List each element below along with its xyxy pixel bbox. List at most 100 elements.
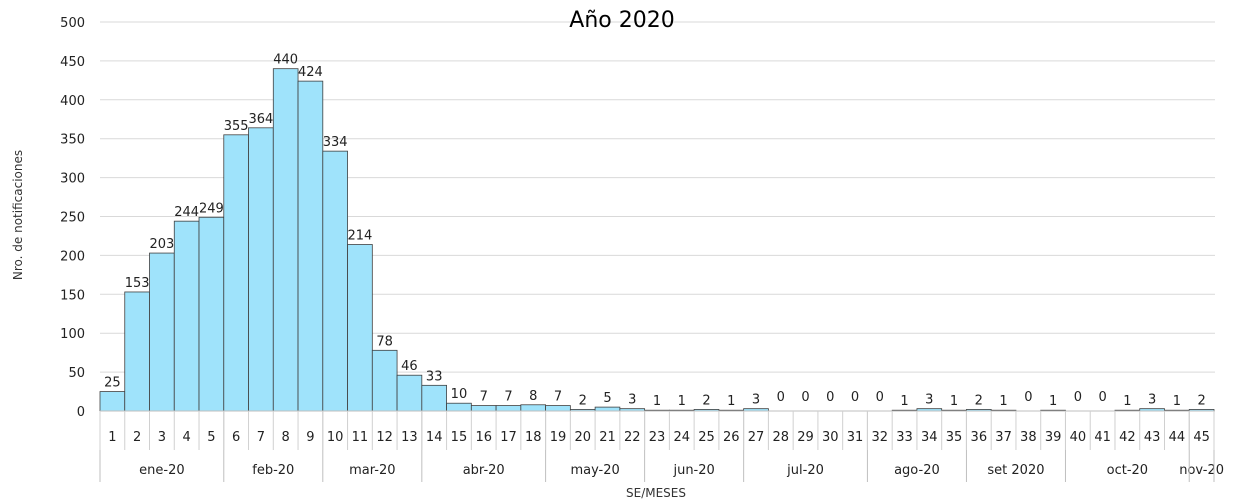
y-axis-label: Nro. de notificaciones	[11, 150, 25, 280]
data-label: 440	[273, 53, 298, 68]
x-tick-label: 35	[946, 430, 963, 445]
data-label: 249	[199, 201, 224, 216]
x-tick-label: 2	[133, 430, 141, 445]
bar	[421, 384, 447, 412]
x-tick-label: 16	[475, 430, 492, 445]
data-label: 10	[451, 387, 468, 402]
bar	[272, 68, 299, 412]
y-tick-label: 450	[60, 55, 85, 70]
bar	[396, 374, 423, 412]
x-tick-label: 11	[352, 430, 369, 445]
data-label: 1	[900, 394, 908, 409]
x-tick-label: 43	[1144, 430, 1161, 445]
x-tick-label: 36	[971, 430, 988, 445]
x-tick-label: 17	[500, 430, 517, 445]
x-tick-label: 38	[1020, 430, 1037, 445]
y-tick-label: 300	[60, 172, 85, 187]
data-label: 1	[999, 394, 1007, 409]
month-label: mar-20	[349, 463, 395, 478]
x-tick-label: 15	[451, 430, 468, 445]
y-tick-label: 350	[60, 133, 85, 148]
x-tick-label: 34	[921, 430, 938, 445]
bar	[297, 80, 324, 412]
bar	[248, 127, 274, 412]
x-tick-label: 24	[673, 430, 690, 445]
data-label: 1	[678, 394, 686, 409]
data-label: 0	[826, 390, 834, 405]
x-axis: 1 2 3 4 5 6 7 8 9 10 11 12 13 14 15 16 17 18 19 20 21 22 23 24 2…	[99, 410, 1224, 482]
data-label: 1	[727, 394, 735, 409]
x-tick-label: 42	[1119, 430, 1136, 445]
data-label: 7	[554, 390, 562, 405]
data-label: 153	[125, 276, 150, 291]
x-axis-label: SE/MESES	[626, 486, 686, 500]
data-label: 355	[224, 119, 249, 134]
data-label: 364	[248, 112, 273, 127]
data-label: 2	[579, 393, 587, 408]
x-tick-label: 25	[698, 430, 715, 445]
data-label: 0	[1098, 390, 1106, 405]
data-label: 78	[376, 334, 393, 349]
x-tick-label: 7	[257, 430, 265, 445]
data-label: 424	[298, 65, 323, 80]
x-tick-label: 30	[822, 430, 839, 445]
bar	[495, 405, 522, 412]
x-tick-label: 12	[376, 430, 393, 445]
y-tick-label: 400	[60, 94, 85, 109]
month-label: set 2020	[987, 463, 1044, 478]
x-tick-label: 6	[232, 430, 240, 445]
data-label: 2	[1197, 393, 1205, 408]
data-label: 33	[426, 369, 443, 384]
month-label: jun-20	[672, 463, 714, 478]
x-tick-label: 9	[306, 430, 314, 445]
month-label: feb-20	[252, 463, 294, 478]
data-label: 1	[1123, 394, 1131, 409]
y-tick-label: 150	[60, 288, 85, 303]
bar	[545, 405, 571, 412]
x-tick-label: 14	[426, 430, 443, 445]
data-label: 0	[1074, 390, 1082, 405]
month-label: nov-20	[1179, 463, 1224, 478]
bar	[470, 405, 497, 412]
data-label: 2	[975, 393, 983, 408]
data-label: 46	[401, 359, 418, 374]
x-tick-label: 44	[1169, 430, 1186, 445]
data-label: 1	[1049, 394, 1057, 409]
x-tick-label: 1	[108, 430, 116, 445]
x-tick-label: 33	[896, 430, 913, 445]
x-tick-label: 26	[723, 430, 740, 445]
bar	[594, 406, 621, 412]
y-tick-label: 200	[60, 249, 85, 264]
data-label: 244	[174, 205, 199, 220]
bar	[124, 291, 150, 412]
x-tick-label: 4	[183, 430, 191, 445]
data-label: 2	[702, 393, 710, 408]
bar	[446, 402, 472, 412]
data-label: 3	[752, 393, 760, 408]
x-tick-label: 10	[327, 430, 344, 445]
y-tick-label: 0	[77, 405, 85, 420]
month-label: may-20	[570, 463, 619, 478]
bar	[149, 252, 175, 412]
y-axis-ticks: 0 50 100 150 200 250 300 350 400 450 500	[60, 16, 85, 420]
chart-title: Año 2020	[569, 8, 674, 33]
data-label: 7	[480, 390, 488, 405]
x-tick-label: 32	[872, 430, 889, 445]
data-label: 3	[1148, 393, 1156, 408]
data-label: 0	[801, 390, 809, 405]
data-label: 1	[1173, 394, 1181, 409]
y-tick-label: 50	[68, 366, 85, 381]
data-label: 0	[851, 390, 859, 405]
bar	[173, 220, 200, 412]
data-label: 1	[653, 394, 661, 409]
month-label: ago-20	[894, 463, 940, 478]
x-tick-label: 3	[158, 430, 166, 445]
x-tick-label: 23	[649, 430, 666, 445]
x-tick-label: 39	[1045, 430, 1062, 445]
bar	[371, 349, 398, 412]
x-tick-label: 41	[1094, 430, 1111, 445]
bar	[198, 216, 225, 412]
x-tick-label: 13	[401, 430, 418, 445]
